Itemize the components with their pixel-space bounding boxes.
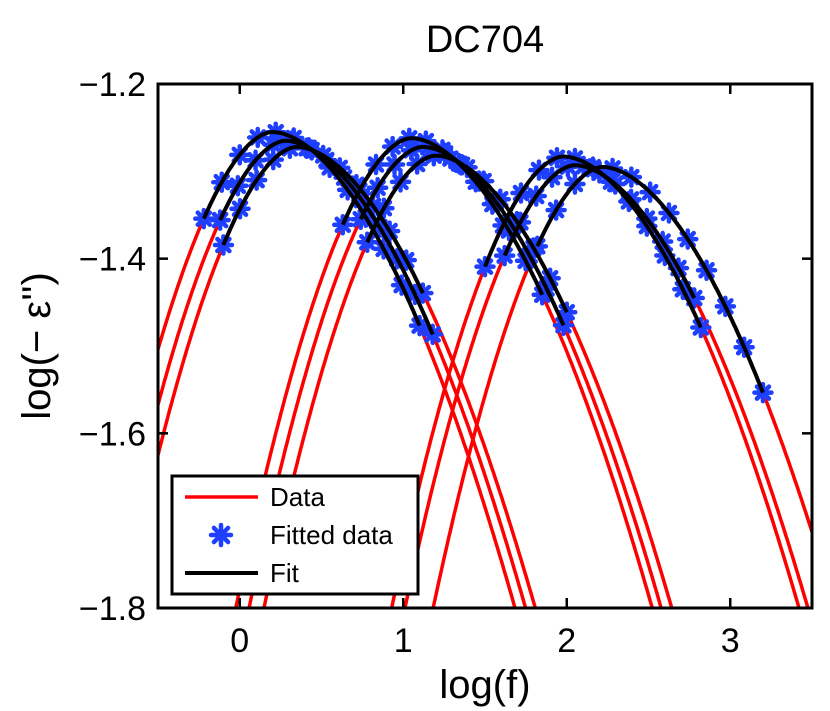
fit-curve-6 [365, 153, 569, 314]
fitted-point-8 [493, 244, 516, 267]
series-layer [158, 121, 812, 608]
fit-curve-7 [483, 154, 703, 329]
x-tick-label: 1 [394, 622, 413, 660]
ticks-layer: 0 1 2 3 −1.2 −1.4 −1.6 −1.8 [79, 66, 812, 660]
fitted-point-4 [332, 214, 354, 236]
x-tick-label: 3 [721, 622, 740, 660]
y-tick-label: −1.8 [79, 590, 146, 628]
legend-fitted-label: Fitted data [270, 520, 393, 550]
fitted-point-2 [209, 209, 231, 231]
fitted-point-1 [408, 314, 431, 337]
y-tick-label: −1.2 [79, 66, 146, 104]
fit-curve-3 [221, 144, 425, 294]
fit-curve-2 [218, 138, 435, 336]
fit-curve-8 [502, 163, 697, 299]
legend-fitted-marker [208, 522, 234, 548]
fit-curve-9 [535, 165, 765, 394]
legend-star [208, 522, 234, 548]
y-axis-label: log(− ε'') [15, 272, 59, 420]
chart-title: DC704 [426, 19, 544, 61]
plot-frame [156, 82, 814, 610]
fitted-point-9 [752, 381, 774, 404]
y-tick-label: −1.6 [79, 415, 146, 453]
legend: Data Fitted data Fit [170, 474, 420, 596]
y-tick-label: −1.4 [79, 241, 146, 279]
x-tick-label: 0 [230, 622, 249, 660]
x-tick-label: 2 [557, 622, 576, 660]
legend-fit-label: Fit [270, 558, 300, 588]
legend-data-label: Data [270, 482, 325, 512]
data-curve-8 [403, 163, 810, 608]
x-axis-label: log(f) [439, 663, 530, 707]
